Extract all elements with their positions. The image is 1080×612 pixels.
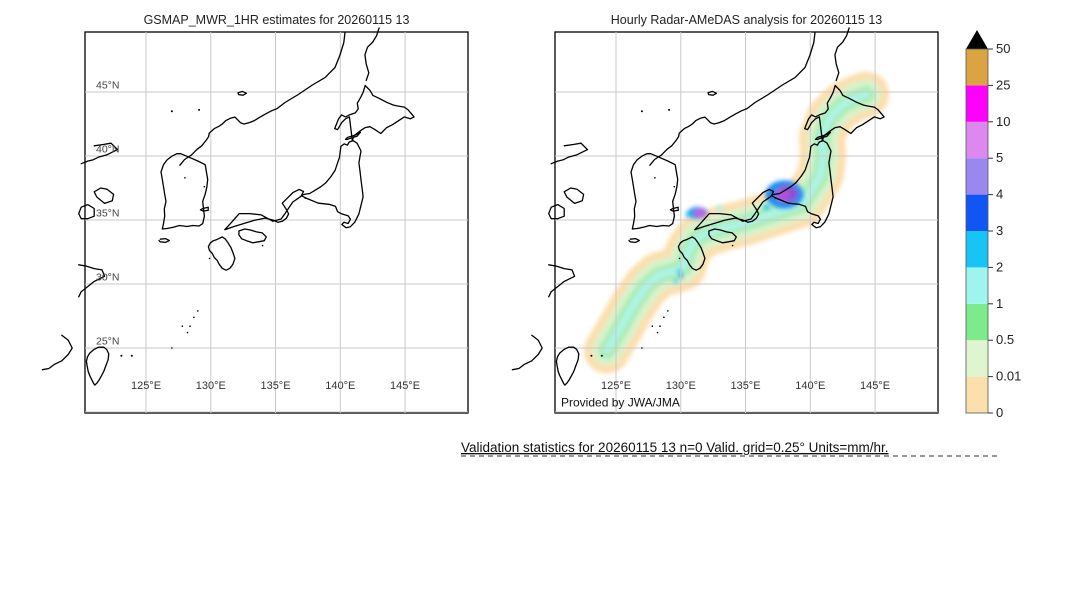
svg-text:135°E: 135°E [260,380,290,392]
svg-text:0.01: 0.01 [996,369,1021,384]
svg-text:145°E: 145°E [390,380,420,392]
svg-text:25: 25 [996,77,1010,92]
svg-text:145°E: 145°E [860,380,890,392]
svg-text:Validation statistics for 2026: Validation statistics for 20260115 13 n=… [461,440,889,455]
svg-text:135°E: 135°E [730,380,760,392]
svg-text:Provided by JWA/JMA: Provided by JWA/JMA [561,396,680,410]
svg-text:5: 5 [996,150,1003,165]
svg-text:10: 10 [996,114,1010,129]
svg-text:140°E: 140°E [325,380,355,392]
svg-text:30°N: 30°N [96,272,119,284]
svg-text:45°N: 45°N [96,80,119,92]
svg-text:1: 1 [996,296,1003,311]
svg-text:130°E: 130°E [196,380,226,392]
svg-text:25°N: 25°N [96,336,119,348]
svg-text:125°E: 125°E [601,380,631,392]
svg-text:50: 50 [996,41,1010,56]
svg-text:40°N: 40°N [96,144,119,156]
svg-text:140°E: 140°E [795,380,825,392]
svg-text:35°N: 35°N [96,208,119,220]
svg-text:3: 3 [996,223,1003,238]
svg-text:0.5: 0.5 [996,332,1014,347]
svg-text:2: 2 [996,259,1003,274]
svg-text:4: 4 [996,187,1003,202]
svg-text:125°E: 125°E [131,380,161,392]
svg-text:0: 0 [996,405,1003,420]
svg-text:130°E: 130°E [666,380,696,392]
